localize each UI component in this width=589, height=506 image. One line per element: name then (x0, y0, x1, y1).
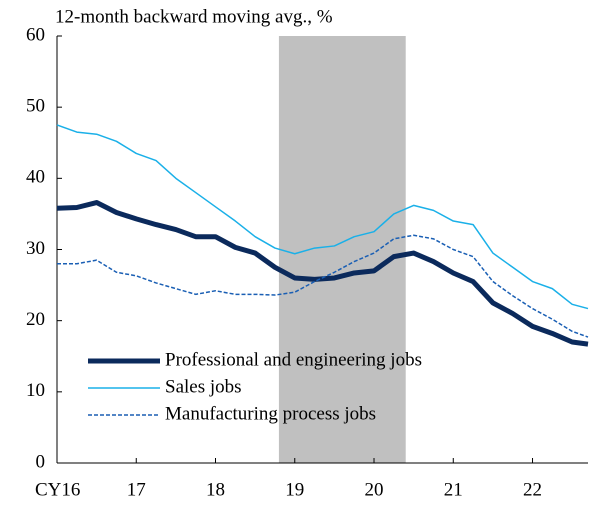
chart-title: 12-month backward moving avg., % (55, 6, 333, 27)
y-tick-label: 30 (26, 238, 45, 259)
legend-label: Sales jobs (165, 376, 242, 397)
y-tick-label: 0 (36, 451, 46, 472)
series-line (56, 200, 589, 347)
legend-label: Professional and engineering jobs (165, 349, 422, 370)
y-tick-label: 10 (26, 380, 45, 401)
x-tick-label: 19 (285, 479, 304, 500)
x-tick-label: 20 (365, 479, 384, 500)
y-tick-label: 50 (26, 96, 45, 117)
legend-label: Manufacturing process jobs (165, 403, 376, 424)
series-line (57, 234, 589, 338)
y-tick-label: 40 (26, 167, 45, 188)
x-tick-label: 21 (444, 479, 463, 500)
x-tick-label: 22 (523, 479, 542, 500)
y-tick-label: 20 (26, 309, 45, 330)
x-tick-label: 18 (206, 479, 225, 500)
y-tick-label: 60 (26, 24, 45, 45)
shaded-period (278, 36, 406, 463)
x-tick-label: CY16 (35, 479, 80, 500)
x-tick-label: 17 (127, 479, 146, 500)
series-line (56, 124, 589, 310)
